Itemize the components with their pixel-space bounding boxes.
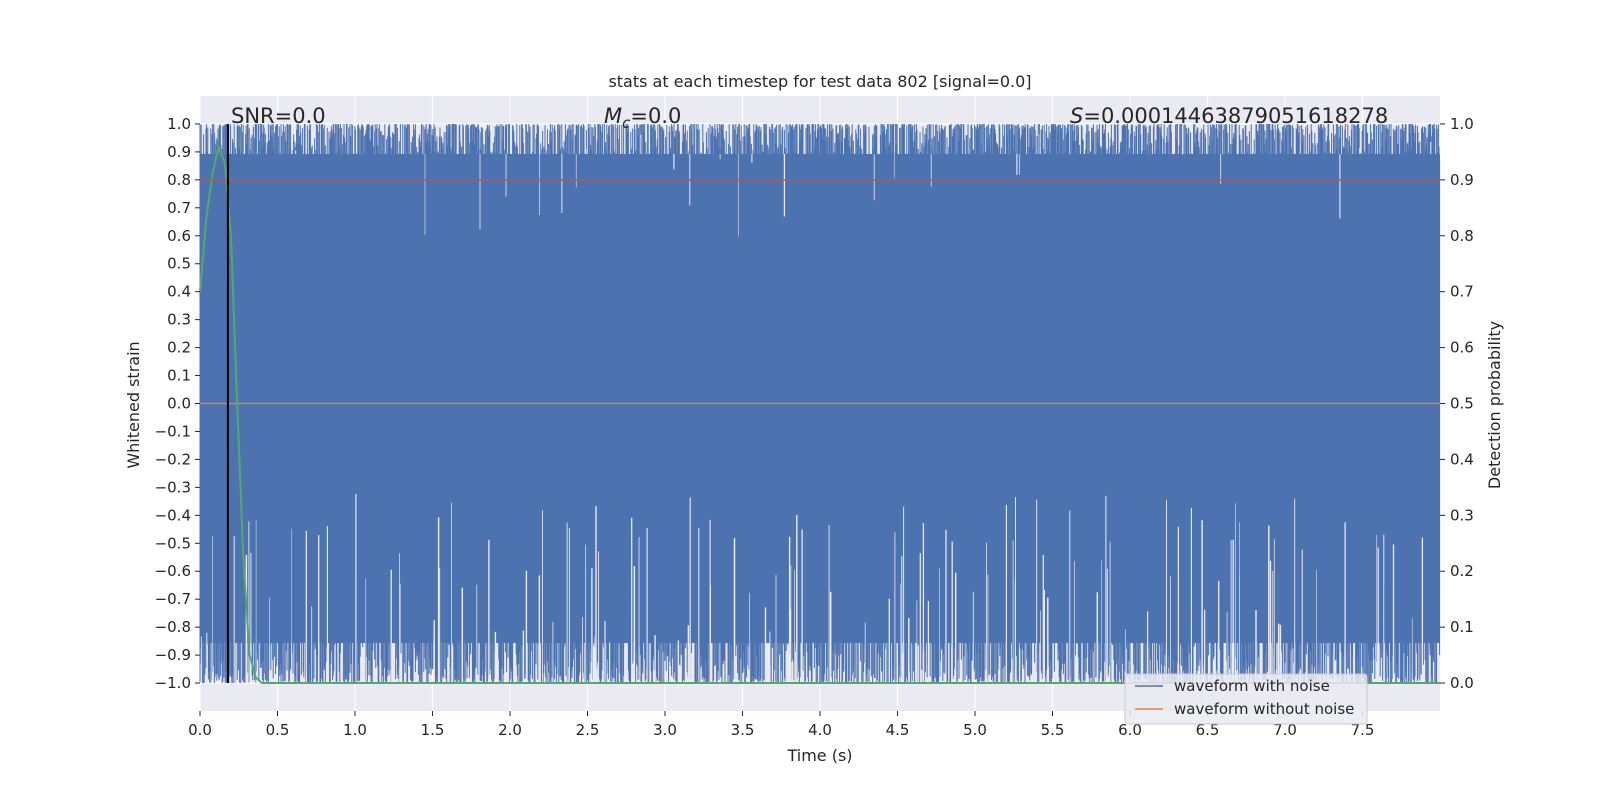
x-tick-label: 6.5 <box>1196 721 1220 739</box>
y-tick-label: −1.0 <box>155 674 191 692</box>
y-tick-label: −0.3 <box>155 478 191 496</box>
series-waveform-with-noise <box>199 124 1441 683</box>
x-tick-label: 7.5 <box>1351 721 1375 739</box>
x-tick-label: 5.0 <box>963 721 987 739</box>
y-tick-label: −0.9 <box>155 646 191 664</box>
x-tick-label: 0.0 <box>188 721 212 739</box>
y-tick-label: −0.2 <box>155 450 191 468</box>
annotation-s: S=0.00014463879051618278 <box>1070 104 1388 128</box>
x-tick-label: 3.5 <box>731 721 755 739</box>
y-right-tick-label: 0.1 <box>1450 618 1474 636</box>
y-right-axis-ticks: 1.0 0.9 0.8 0.7 0.6 0.5 0.4 0.3 0.2 0.1 0.0 <box>1440 115 1474 692</box>
y-tick-label: 0.5 <box>167 255 191 273</box>
y-tick-label: 0.8 <box>167 171 191 189</box>
y-right-tick-label: 0.4 <box>1450 450 1474 468</box>
x-tick-label: 0.5 <box>266 721 290 739</box>
x-tick-label: 3.0 <box>653 721 677 739</box>
x-tick-label: 7.0 <box>1273 721 1297 739</box>
x-tick-label: 2.0 <box>498 721 522 739</box>
y-tick-label: 0.9 <box>167 143 191 161</box>
x-axis-label: Time (s) <box>786 746 852 765</box>
x-axis-ticks: 0.0 0.5 1.0 1.5 2.0 2.5 3.0 3.5 4.0 4.5 5.0 5.5 6.0 6… <box>188 711 1374 739</box>
x-tick-label: 6.0 <box>1118 721 1142 739</box>
y-axis-label: Whitened strain <box>124 341 143 468</box>
y-tick-label: −0.4 <box>155 506 191 524</box>
y-right-tick-label: 0.5 <box>1450 395 1474 413</box>
y-tick-label: −0.1 <box>155 422 191 440</box>
series-detection-probability <box>199 142 1440 684</box>
y-tick-label: 0.4 <box>167 283 191 301</box>
y-tick-label: 1.0 <box>167 115 191 133</box>
y-tick-label: 0.7 <box>167 199 191 217</box>
chart-title: stats at each timestep for test data 802… <box>608 72 1031 91</box>
legend-label-noise: waveform with noise <box>1174 677 1330 695</box>
y-tick-label: −0.5 <box>155 534 191 552</box>
legend-label-clean: waveform without noise <box>1174 700 1354 718</box>
y-tick-label: −0.6 <box>155 562 191 580</box>
y-right-axis-label: Detection probability <box>1485 321 1504 489</box>
x-tick-label: 1.5 <box>421 721 445 739</box>
y-tick-label: 0.6 <box>167 227 191 245</box>
x-tick-label: 2.5 <box>576 721 600 739</box>
y-right-tick-label: 0.0 <box>1450 674 1474 692</box>
annotation-mc: Mc=0.0 <box>604 104 681 132</box>
legend-box <box>1124 673 1368 725</box>
y-right-tick-label: 0.6 <box>1450 339 1474 357</box>
y-tick-label: 0.3 <box>167 311 191 329</box>
y-right-tick-label: 0.8 <box>1450 227 1474 245</box>
y-right-tick-label: 0.9 <box>1450 171 1474 189</box>
x-tick-label: 4.0 <box>808 721 832 739</box>
y-right-tick-label: 0.2 <box>1450 562 1474 580</box>
x-tick-label: 4.5 <box>886 721 910 739</box>
y-right-tick-label: 0.3 <box>1450 506 1474 524</box>
y-tick-label: 0.1 <box>167 367 191 385</box>
y-tick-label: 0.2 <box>167 339 191 357</box>
y-right-tick-label: 0.7 <box>1450 283 1474 301</box>
legend: waveform with noise waveform without noi… <box>1124 673 1368 725</box>
x-tick-label: 5.5 <box>1041 721 1065 739</box>
y-tick-label: 0.0 <box>167 395 191 413</box>
y-right-tick-label: 1.0 <box>1450 115 1474 133</box>
y-tick-label: −0.8 <box>155 618 191 636</box>
y-tick-label: −0.7 <box>155 590 191 608</box>
annotation-snr: SNR=0.0 <box>231 104 326 128</box>
y-axis-ticks: 1.0 0.9 0.8 0.7 0.6 0.5 0.4 0.3 0.2 0.1 0.0 −0.1 −0.… <box>155 115 200 692</box>
x-tick-label: 1.0 <box>343 721 367 739</box>
